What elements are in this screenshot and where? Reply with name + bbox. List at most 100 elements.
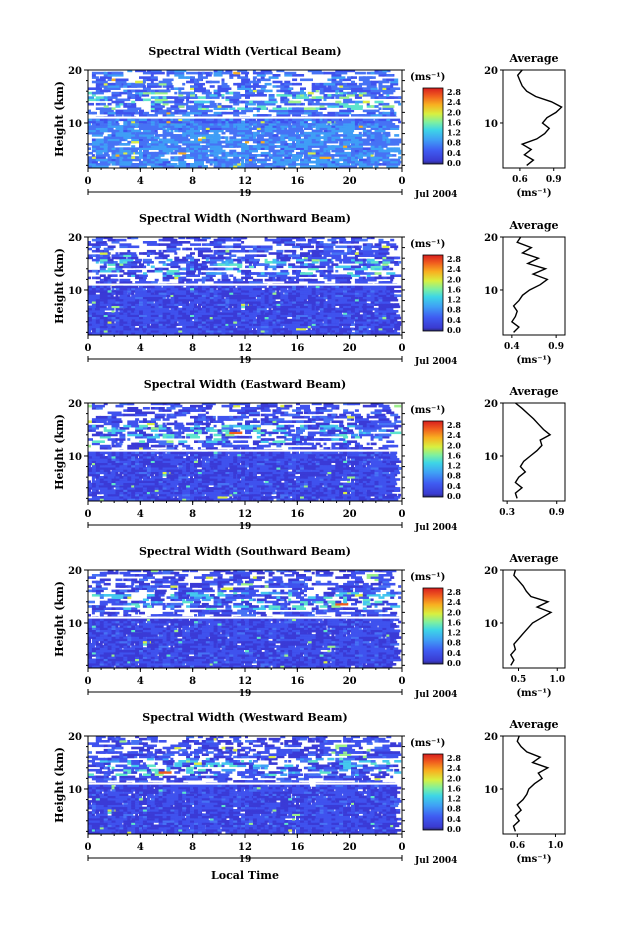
heatmap-cell: [233, 114, 240, 117]
heatmap-cell: [366, 76, 373, 79]
heatmap-cell: [323, 243, 336, 246]
heatmap-cell: [146, 156, 150, 159]
heatmap-cell: [241, 298, 246, 302]
heatmap-cell: [366, 252, 374, 255]
heatmap-cell: [303, 290, 308, 293]
x-tick-label: 8: [189, 176, 196, 187]
colorbar-tick-label: 2.0: [447, 274, 461, 284]
heatmap-cell: [209, 118, 214, 122]
heatmap-cell: [370, 134, 375, 137]
heatmap-cell: [146, 134, 152, 137]
heatmap-cell: [296, 136, 301, 139]
heatmap-cell: [252, 145, 262, 148]
heatmap-cell: [178, 491, 182, 495]
heatmap-cell: [331, 76, 346, 79]
heatmap-cell: [268, 114, 272, 117]
heatmap-cell: [248, 136, 254, 139]
heatmap-cell: [307, 127, 313, 130]
heatmap-cell: [327, 154, 334, 157]
heatmap-cell: [111, 131, 117, 135]
heatmap-cell: [111, 158, 116, 162]
heatmap-cell: [292, 123, 297, 126]
heatmap-cell: [123, 325, 130, 329]
heatmap-cell: [99, 274, 106, 277]
inset-x-tick-label: 0.9: [548, 342, 564, 352]
heatmap-cell: [296, 131, 299, 135]
heatmap-cell: [131, 325, 136, 329]
heatmap-cell: [221, 272, 227, 275]
heatmap-cell: [284, 80, 291, 84]
heatmap-cell: [303, 120, 308, 124]
heatmap-cell: [276, 165, 284, 168]
heatmap-cell: [186, 105, 200, 108]
heatmap-cell: [264, 245, 268, 249]
heatmap-cell: [351, 85, 362, 88]
heatmap-cell: [248, 160, 256, 164]
heatmap-cell: [311, 136, 324, 139]
heatmap-cell: [351, 125, 358, 128]
heatmap-cell: [252, 160, 256, 164]
colorbar-tick-label: 2.4: [447, 264, 461, 274]
heatmap-cell: [194, 120, 197, 124]
heatmap-cell: [111, 307, 115, 311]
y-tick-label: 20: [68, 233, 82, 244]
heatmap-cell: [174, 91, 178, 95]
heatmap-cell: [162, 158, 169, 162]
heatmap-cell: [150, 163, 157, 166]
heatmap-cell: [343, 131, 354, 135]
heatmap-cell: [142, 298, 147, 302]
heatmap-cell: [272, 163, 277, 166]
heatmap-cell: [319, 118, 323, 122]
heatmap-cell: [237, 125, 244, 128]
heatmap-cell: [276, 138, 283, 142]
y-axis-label: Height (km): [53, 248, 66, 324]
heatmap-cell: [139, 138, 145, 142]
heatmap-cell: [170, 147, 177, 150]
heatmap-cell: [300, 272, 313, 275]
heatmap-cell: [237, 76, 249, 79]
heatmap-cell: [248, 127, 262, 130]
heatmap-cell: [229, 76, 234, 79]
heatmap-cell: [327, 158, 331, 162]
heatmap-cell: [186, 156, 199, 159]
heatmap-cell: [182, 149, 189, 153]
heatmap-cell: [111, 134, 116, 137]
heatmap-cell: [386, 123, 391, 126]
colorbar-tick-label: 0.4: [447, 315, 461, 325]
heatmap-cell: [315, 154, 328, 157]
heatmap-cell: [386, 163, 401, 166]
heatmap-cell: [300, 78, 313, 82]
heatmap-cell: [99, 243, 108, 246]
heatmap-cell: [315, 127, 321, 130]
heatmap-cell: [315, 143, 327, 146]
heatmap-cell: [272, 129, 279, 133]
heatmap-cell: [307, 263, 315, 266]
y-tick-label: 10: [68, 119, 82, 130]
heatmap-cell: [99, 118, 104, 122]
heatmap-cell: [284, 129, 288, 133]
heatmap-cell: [135, 290, 144, 293]
inset-y-tick-label: 20: [484, 233, 498, 244]
heatmap-cell: [354, 100, 364, 104]
heatmap-cell: [272, 85, 277, 88]
heatmap-cell: [343, 136, 355, 139]
heatmap-cell: [394, 147, 401, 150]
colorbar: [422, 254, 444, 332]
heatmap-cell: [111, 163, 117, 166]
heatmap-cell: [351, 327, 354, 331]
heatmap-cell: [248, 134, 252, 137]
heatmap-cell: [268, 94, 275, 97]
heatmap-cell: [264, 131, 273, 135]
heatmap-cell: [127, 151, 134, 155]
heatmap-cell: [119, 131, 134, 135]
heatmap-cell: [390, 158, 401, 162]
heatmap-cell: [135, 156, 140, 159]
heatmap-cell: [300, 149, 305, 153]
x-tick-label: 4: [137, 176, 144, 187]
heatmap-cell: [248, 158, 252, 162]
heatmap-cell: [237, 123, 245, 126]
heatmap-cell: [256, 114, 269, 117]
heatmap-cell: [248, 149, 258, 153]
heatmap-cell: [394, 256, 401, 260]
